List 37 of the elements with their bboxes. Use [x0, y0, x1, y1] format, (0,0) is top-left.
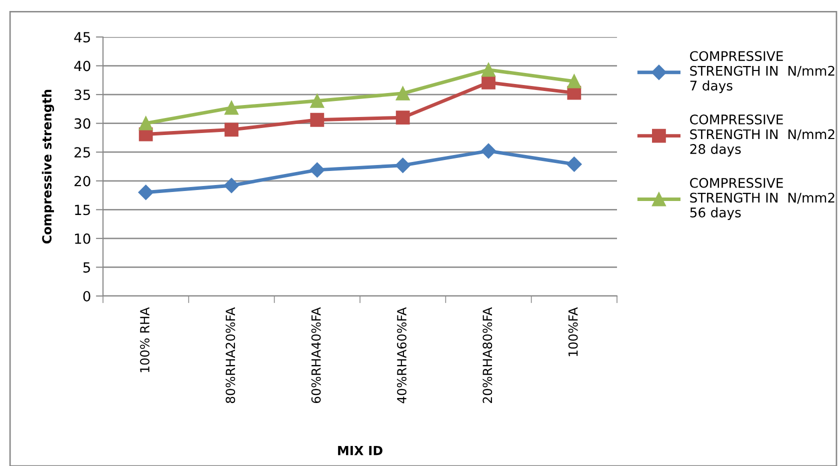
- point: [482, 76, 496, 90]
- x-tick-label: 80%RHA20%FA: [226, 307, 236, 404]
- y-axis-title: Compressive strength: [42, 90, 54, 244]
- point: [480, 143, 496, 159]
- point: [138, 116, 153, 130]
- legend-label: COMPRESSIVE STRENGTH IN N/mm2 56 days: [690, 178, 834, 220]
- x-axis-title: MIX ID: [338, 446, 382, 456]
- x-tick-label: 20%RHA80%FA: [482, 307, 492, 403]
- point: [224, 122, 238, 137]
- y-tick-label: 0: [83, 290, 90, 302]
- point: [224, 100, 238, 115]
- legend-label: COMPRESSIVE STRENGTH IN N/mm2 7 days: [690, 51, 834, 94]
- legend-label: COMPRESSIVE STRENGTH IN N/mm2 28 days: [690, 114, 834, 157]
- point: [138, 184, 154, 200]
- point: [567, 74, 582, 88]
- point: [310, 112, 324, 127]
- point: [224, 178, 240, 194]
- x-tick-label: 60%RHA40%FA: [311, 307, 321, 404]
- point: [310, 162, 325, 178]
- point: [395, 158, 410, 173]
- y-tick-label: 25: [74, 147, 90, 158]
- point: [566, 156, 582, 172]
- y-tick-label: 10: [75, 233, 90, 244]
- x-tick-label: 100%FA: [568, 307, 578, 356]
- x-tick-label: 100% RHA: [140, 307, 150, 372]
- y-tick-label: 20: [74, 176, 90, 186]
- point: [396, 86, 410, 100]
- y-tick-label: 45: [74, 32, 90, 42]
- y-tick-label: 5: [83, 262, 90, 273]
- y-tick-label: 30: [74, 118, 90, 129]
- point: [482, 62, 496, 77]
- x-tick-label: 40%RHA60%FA: [397, 307, 406, 404]
- point: [310, 94, 324, 108]
- y-tick-label: 15: [75, 204, 90, 216]
- point: [396, 110, 410, 125]
- y-tick-label: 40: [74, 60, 90, 72]
- y-tick-label: 35: [74, 90, 90, 100]
